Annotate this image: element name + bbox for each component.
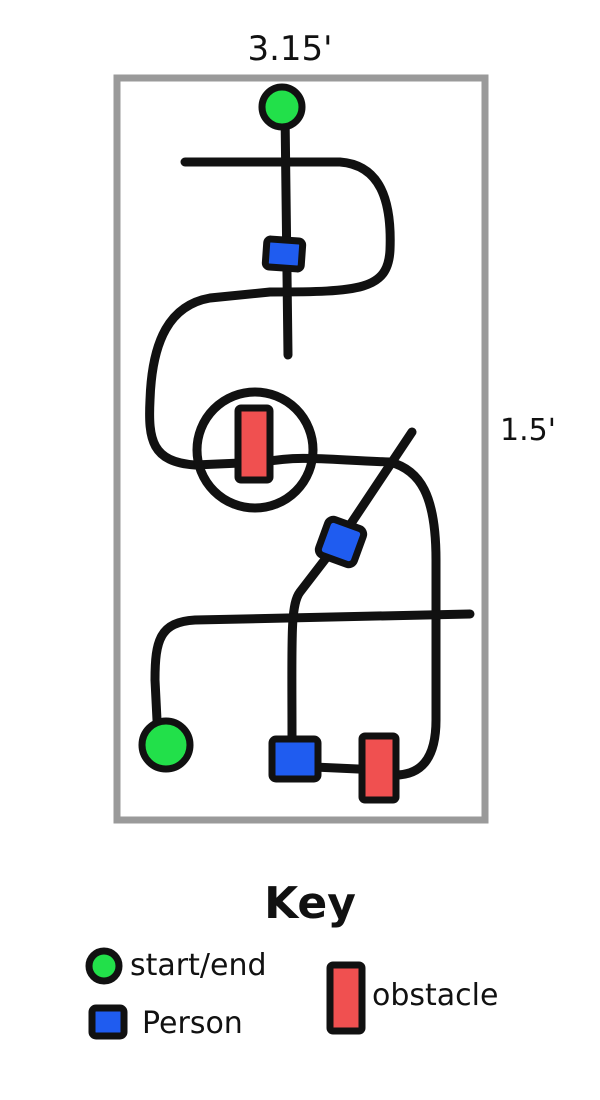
path-lower-hook: [150, 609, 475, 745]
key-title: Key: [264, 878, 356, 929]
obstacle-1: [234, 404, 274, 484]
width-label: 3.15': [247, 29, 332, 69]
height-label: 1.5': [500, 413, 556, 448]
key-person-label: Person: [142, 1006, 243, 1041]
person-3: [268, 735, 322, 783]
path-top-vertical: [280, 107, 293, 360]
start-node-top: [258, 83, 306, 131]
person-1: [261, 235, 307, 273]
start-node-bottom: [138, 717, 194, 773]
path-right-loop: [260, 453, 441, 780]
key-person-icon: [88, 1004, 128, 1040]
path-diagonal: [287, 427, 417, 745]
path-obstacle-circle: [192, 387, 318, 513]
key-start-icon: [85, 947, 123, 985]
field-frame: [113, 74, 489, 824]
key-start-label: start/end: [130, 948, 267, 983]
path-top-loop: [145, 157, 395, 470]
obstacle-2: [358, 732, 400, 804]
person-2: [314, 515, 368, 569]
key-obstacle-label: obstacle: [372, 978, 498, 1013]
key-obstacle-icon: [326, 961, 366, 1035]
